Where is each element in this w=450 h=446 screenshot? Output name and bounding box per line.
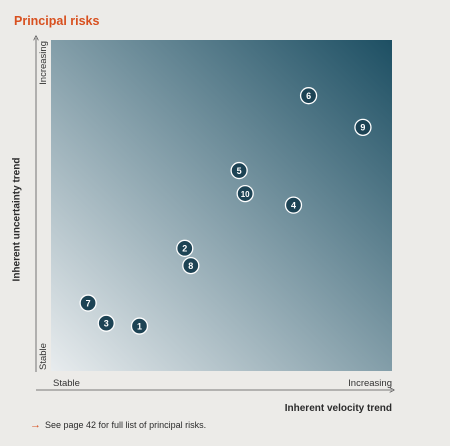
y-axis-label: Inherent uncertainty trend xyxy=(11,157,23,282)
risk-marker-8: 8 xyxy=(182,256,200,275)
risk-marker-circle xyxy=(236,184,254,203)
risk-marker-label: 4 xyxy=(291,200,296,210)
risk-marker-label: 1 xyxy=(137,321,142,331)
risk-marker-circle xyxy=(97,314,115,332)
risk-marker-label: 10 xyxy=(241,190,250,199)
footnote: → See page 42 for full list of principal … xyxy=(30,419,206,431)
risk-marker-label: 6 xyxy=(306,91,311,101)
risk-marker-label: 7 xyxy=(86,298,91,308)
risk-marker-label: 8 xyxy=(188,261,193,271)
risk-marker-circle xyxy=(354,118,372,137)
risk-marker-9: 9 xyxy=(354,118,372,137)
risk-marker-label: 5 xyxy=(237,166,242,176)
risk-marker-circle xyxy=(230,161,248,180)
risk-marker-label: 2 xyxy=(182,244,187,254)
y-tick-label-stable: Stable xyxy=(38,343,49,370)
risk-marker-3: 3 xyxy=(97,314,115,332)
y-tick-label-increasing: Increasing xyxy=(38,41,49,85)
risk-marker-5: 5 xyxy=(230,161,248,180)
risk-marker-circle xyxy=(299,87,318,105)
footnote-text: See page 42 for full list of principal r… xyxy=(45,420,207,430)
risk-markers: 1 2 3 4 5 6 7 8 9 10 xyxy=(79,87,372,335)
risk-marker-label: 3 xyxy=(104,319,109,329)
risk-marker-circle xyxy=(284,196,303,214)
risk-marker-1: 1 xyxy=(130,317,149,335)
risk-marker-4: 4 xyxy=(284,196,303,214)
risk-marker-7: 7 xyxy=(79,294,97,312)
risk-marker-2: 2 xyxy=(176,239,194,257)
risk-marker-6: 6 xyxy=(299,87,318,105)
risk-marker-label: 9 xyxy=(360,123,365,133)
chart-title: Principal risks xyxy=(14,14,100,28)
risk-marker-circle xyxy=(176,239,194,257)
x-tick-label-stable: Stable xyxy=(53,378,80,389)
x-axis-label: Inherent velocity trend xyxy=(284,403,392,414)
risk-marker-circle xyxy=(182,256,200,275)
risk-marker-circle xyxy=(79,294,97,312)
x-tick-label-increasing: Increasing xyxy=(348,378,392,389)
tick-labels: Stable Increasing Stable Increasing xyxy=(38,41,392,389)
risk-marker-circle xyxy=(130,317,149,335)
arrow-right-icon: → xyxy=(30,419,41,431)
risk-marker-10: 10 xyxy=(236,184,254,203)
